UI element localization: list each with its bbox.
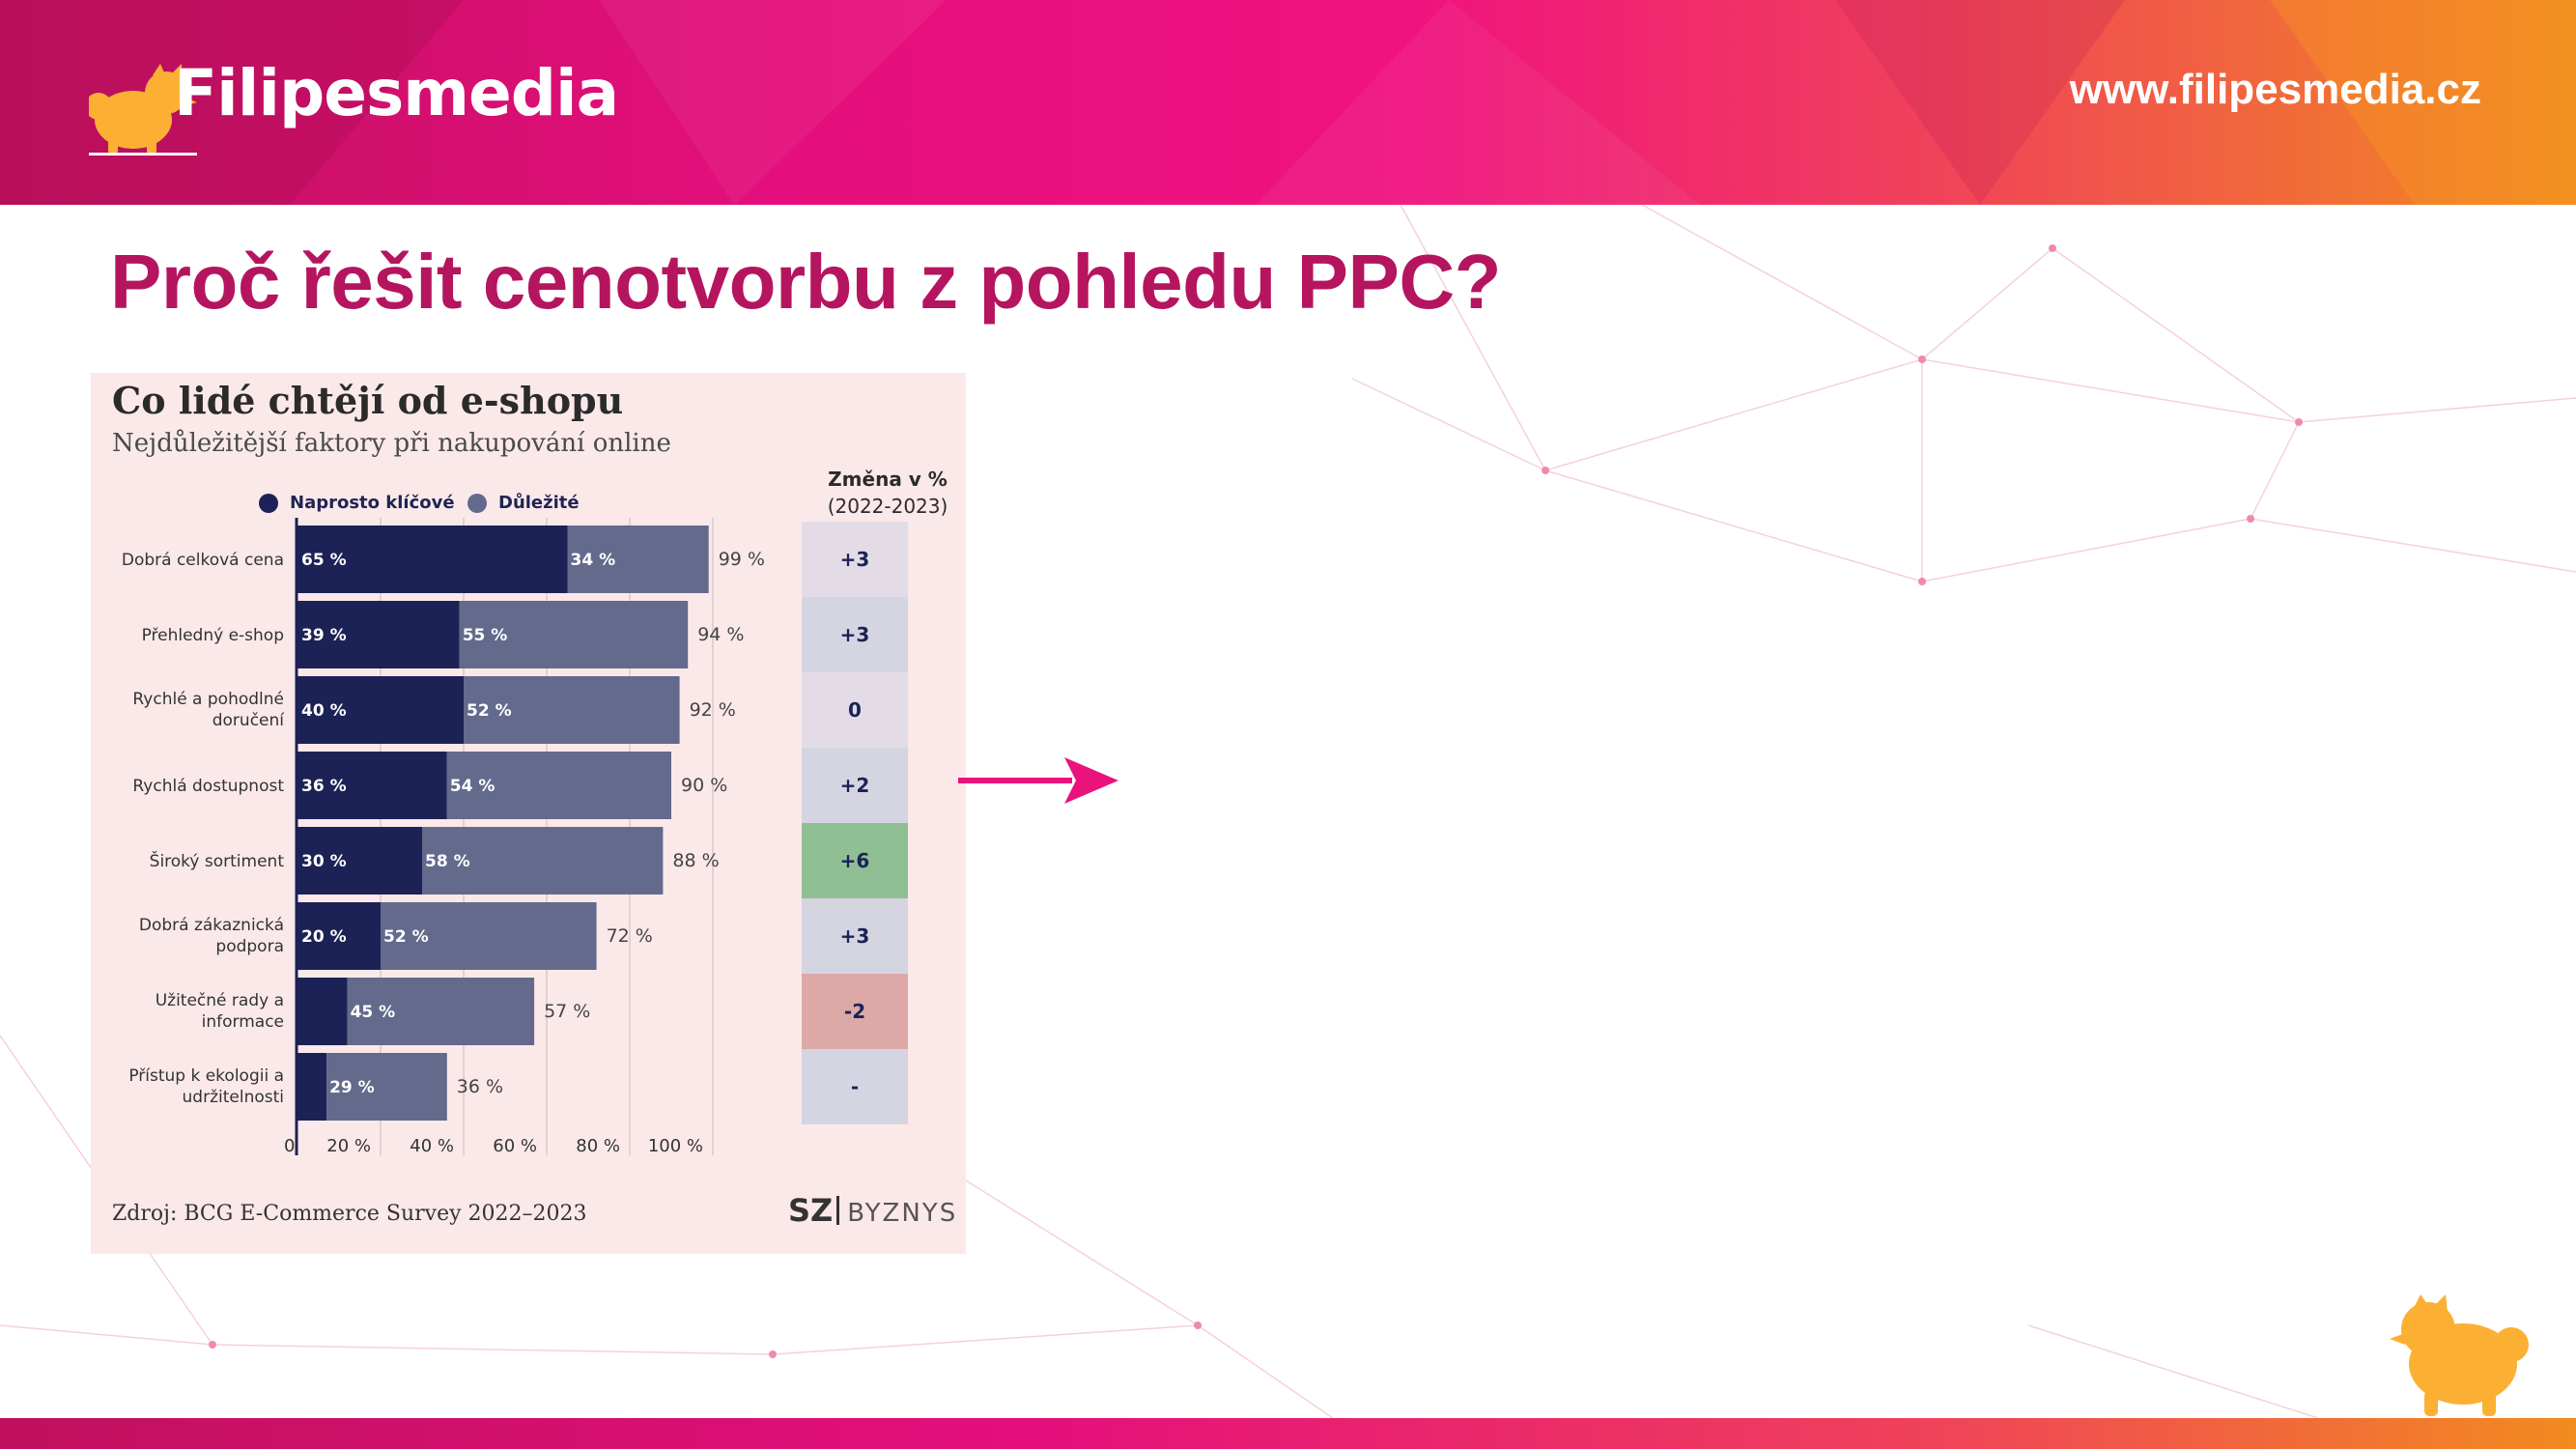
publisher-logo: SZ BYZNYS [788,1192,957,1229]
bar-key [297,902,381,970]
legend-important-swatch [467,494,487,513]
x-tick-label: 20 % [326,1136,371,1156]
category-label: Užitečné rady a [156,991,284,1010]
data-label-key: 65 % [301,551,347,570]
bar-key [297,978,348,1045]
chart-source: Zdroj: BCG E-Commerce Survey 2022–2023 [112,1202,587,1226]
change-value: -2 [844,1000,865,1023]
data-label-important: 58 % [425,852,470,871]
data-label-key: 30 % [301,852,347,871]
total-label: 36 % [457,1076,503,1097]
bar-important [347,978,535,1045]
data-label-key: 36 % [301,777,347,796]
chart-panel: Co lidé chtějí od e-shopu Nejdůležitější… [91,373,966,1254]
total-label: 92 % [690,699,736,721]
change-value: +3 [840,623,870,646]
x-tick-label: 40 % [410,1136,454,1156]
change-column-title: Změna v % [828,468,948,491]
x-tick-label: 60 % [493,1136,537,1156]
change-value: +2 [840,774,870,797]
category-label: doručení [212,711,286,730]
change-column-period: (2022-2023) [827,495,948,518]
x-tick-label: 80 % [576,1136,620,1156]
data-label-important: 52 % [383,927,429,947]
bar-chart: 0 20 % 40 % 60 % 80 % 100 % Dobrá celková cena… [122,518,908,1156]
page-title: Proč řešit cenotvorbu z pohledu PPC? [110,239,1501,325]
total-label: 88 % [672,850,719,871]
change-cell [802,823,908,898]
bar-important [381,902,597,970]
website-url[interactable]: www.filipesmedia.cz [2069,66,2481,113]
x-tick-label: 100 % [648,1136,703,1156]
change-cell [802,597,908,672]
total-label: 90 % [681,775,727,796]
total-label: 99 % [719,549,765,570]
category-label: Dobrá zákaznická [139,916,284,935]
category-label: udržitelnosti [183,1088,284,1107]
change-cell [802,1049,908,1124]
total-label: 57 % [544,1001,590,1022]
category-label: Rychlá dostupnost [132,777,284,796]
footer-bar [0,1418,2576,1449]
publisher-name: BYZNYS [847,1199,958,1228]
bar-important [459,601,689,668]
category-label: Přístup k ekologii a [128,1066,284,1086]
bar-important [422,827,664,895]
data-label-key: 39 % [301,626,347,645]
data-label-important: 34 % [571,551,616,570]
bar-key [297,526,568,593]
data-label-important: 45 % [351,1003,396,1022]
change-column-header: Změna v % (2022-2023) [802,466,974,520]
data-label-important: 29 % [329,1078,375,1097]
bar-key [297,1053,327,1121]
total-label: 72 % [607,925,653,947]
data-label-key: 40 % [301,701,347,721]
change-cell [802,522,908,597]
publisher-divider [836,1196,840,1225]
bar-key [297,827,422,895]
legend-key-label: Naprosto klíčové [290,493,455,513]
brand-logo-text[interactable]: Filipesmedia [174,56,619,130]
category-label: Široký sortiment [150,850,285,871]
background-network-pattern [0,205,2576,1418]
total-label: 94 % [697,624,744,645]
change-cell [802,672,908,748]
data-label-important: 52 % [467,701,512,721]
data-label-important: 55 % [463,626,508,645]
pomeranian-dog-icon [2390,1294,2529,1416]
change-cell [802,748,908,823]
bar-key [297,752,447,819]
change-value: +6 [840,849,870,872]
category-label: informace [202,1012,284,1032]
x-tick-label: 0 [284,1136,295,1156]
chart-title: Co lidé chtějí od e-shopu [112,379,624,422]
bar-important [446,752,671,819]
change-value: 0 [848,698,862,722]
publisher-mark: SZ [788,1192,834,1229]
change-value: - [851,1075,859,1098]
category-label: podpora [215,937,284,956]
bar-important [326,1053,447,1121]
category-label: Rychlé a pohodlné [132,690,284,709]
bar-key [297,676,464,744]
bar-important [567,526,709,593]
data-label-key: 20 % [301,927,347,947]
category-label: Dobrá celková cena [122,551,284,570]
change-cell [802,974,908,1049]
data-label-important: 54 % [450,777,495,796]
pomeranian-dog-icon [89,64,197,156]
bar-important [464,676,680,744]
change-value: +3 [840,548,870,571]
category-label: Přehledný e-shop [142,626,284,645]
arrow-right-icon [958,757,1118,804]
change-cell [802,898,908,974]
header-bar: Filipesmedia www.filipesmedia.cz [0,0,2576,205]
chart-subtitle: Nejdůležitější faktory při nakupování on… [112,429,671,458]
change-value: +3 [840,924,870,948]
legend-important-label: Důležité [498,493,580,513]
bar-key [297,601,460,668]
legend-key-swatch [259,494,278,513]
